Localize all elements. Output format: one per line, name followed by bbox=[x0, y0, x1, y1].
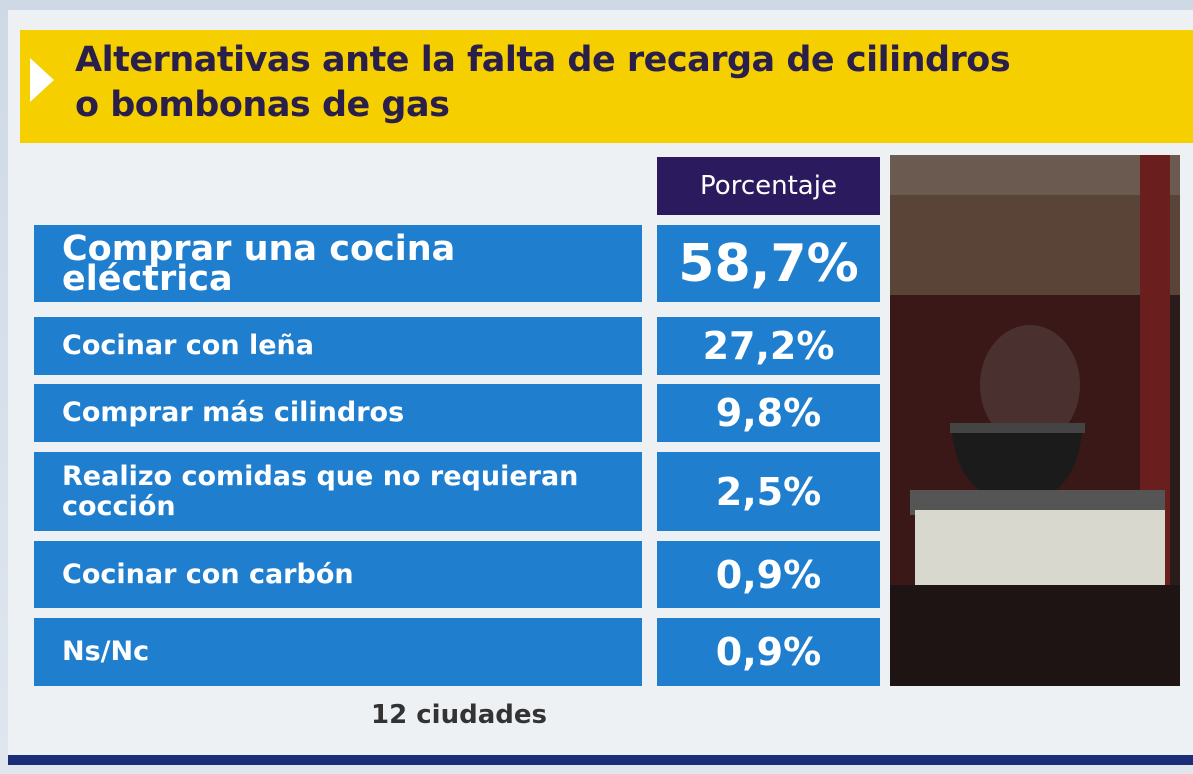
row-value: 0,9% bbox=[657, 618, 880, 686]
column-header: Porcentaje bbox=[657, 157, 880, 215]
row-label: Cocinar con carbón bbox=[34, 541, 642, 608]
row-value: 27,2% bbox=[657, 317, 880, 375]
title-box bbox=[20, 30, 1193, 143]
arrow bbox=[30, 58, 54, 102]
title-line: Alternativas ante la falta de recarga de… bbox=[75, 40, 1011, 80]
row-value: 0,9% bbox=[657, 541, 880, 608]
photo bbox=[890, 155, 1180, 686]
bottom-bar bbox=[8, 755, 1193, 765]
row-label: Cocinar con leña bbox=[34, 317, 642, 375]
row-label: Comprar más cilindros bbox=[34, 384, 642, 442]
row-value: 58,7% bbox=[657, 225, 880, 302]
footer-note: 12 ciudades bbox=[371, 700, 547, 730]
row-label: Comprar una cocina eléctrica bbox=[34, 225, 642, 302]
row-value: 2,5% bbox=[657, 452, 880, 531]
row-label: Ns/Nc bbox=[34, 618, 642, 686]
row-value: 9,8% bbox=[657, 384, 880, 442]
title-line: o bombonas de gas bbox=[75, 85, 450, 125]
row-label: Realizo comidas que no requieran cocción bbox=[34, 452, 642, 531]
